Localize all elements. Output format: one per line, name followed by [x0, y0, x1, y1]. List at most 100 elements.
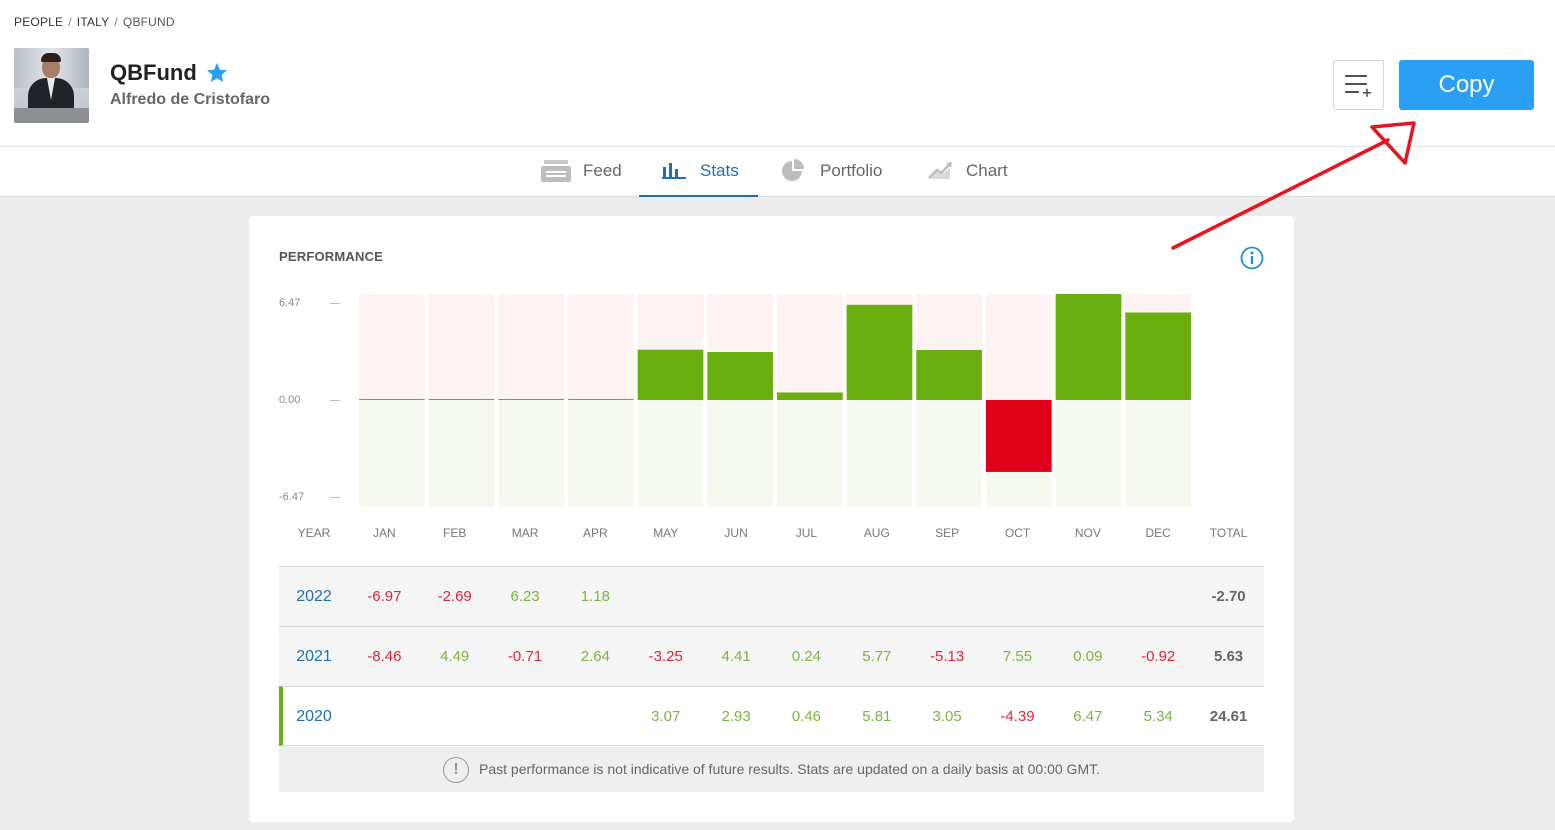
y-axis-tick [330, 400, 340, 401]
column-header-jul: JUL [795, 526, 818, 540]
total-cell: 5.63 [1213, 648, 1244, 665]
performance-card: PERFORMANCE 6.47 0.00 -6.47 YEAR JAN FEB MA… [249, 216, 1294, 822]
tab-portfolio-label: Portfolio [820, 161, 883, 180]
y-axis-label-min: -6.47 [279, 491, 305, 503]
breadcrumb-separator: / [114, 15, 118, 29]
column-header-mar: MAR [511, 526, 539, 540]
bar-background-positive [777, 294, 843, 400]
month-value-cell: 5.34 [1143, 708, 1173, 725]
column-header-feb: FEB [443, 526, 467, 540]
breadcrumb-current: QBFUND [122, 15, 175, 29]
bar-nov[interactable] [1055, 294, 1122, 400]
disclaimer: ! Past performance is not indicative of f… [279, 747, 1264, 792]
month-value-cell: -4.39 [1000, 708, 1035, 725]
breadcrumb-separator: / [68, 15, 72, 29]
tab-portfolio[interactable]: Portfolio [780, 147, 890, 197]
year-cell[interactable]: 2021 [296, 648, 332, 665]
column-header-nov: NOV [1074, 526, 1101, 540]
username: QBFund [110, 60, 197, 85]
month-value-cell: -6.97 [367, 588, 402, 605]
tab-chart[interactable]: Chart [928, 147, 1018, 197]
bar-may[interactable] [637, 349, 704, 400]
bar-background-negative [359, 400, 425, 507]
bar-background-negative [637, 400, 704, 507]
y-axis-tick [330, 303, 340, 304]
month-value-cell: -0.92 [1141, 648, 1176, 665]
tab-chart-label: Chart [966, 161, 1008, 180]
column-header-dec: DEC [1145, 526, 1171, 540]
add-list-icon [1345, 75, 1371, 97]
copy-button[interactable]: Copy [1399, 60, 1534, 110]
breadcrumb-italy[interactable]: ITALY [76, 15, 110, 29]
month-value-cell: -0.71 [507, 648, 543, 665]
month-value-cell: 2.93 [721, 708, 751, 725]
tab-feed-label: Feed [583, 161, 622, 180]
total-cell: 24.61 [1209, 708, 1248, 725]
bar-background-negative [498, 400, 564, 507]
total-cell: -2.70 [1211, 588, 1246, 605]
bar-background-positive [359, 294, 425, 400]
bar-background-negative [568, 400, 634, 507]
month-value-cell: 7.55 [1002, 648, 1033, 665]
add-to-watchlist-button[interactable] [1333, 60, 1384, 110]
bar-background-positive [428, 294, 495, 400]
bar-background-negative [1055, 400, 1122, 507]
disclaimer-text: Past performance is not indicative of fu… [479, 761, 1100, 777]
bar-background-positive [986, 294, 1052, 400]
bar-jun[interactable] [707, 351, 773, 400]
bar-jan[interactable] [359, 399, 425, 400]
star-icon[interactable] [205, 61, 229, 85]
bar-mar[interactable] [498, 399, 564, 400]
tab-stats[interactable]: Stats [639, 147, 758, 197]
month-value-cell: -8.46 [367, 648, 402, 665]
breadcrumb-people[interactable]: PEOPLE [14, 15, 64, 29]
month-value-cell: 3.05 [932, 708, 962, 725]
bar-jul[interactable] [777, 392, 843, 400]
avatar [14, 48, 89, 123]
bar-background-negative [428, 400, 495, 507]
month-value-cell: 4.49 [440, 648, 470, 665]
table-row[interactable]: 2021 -8.46 4.49 -0.71 2.64 -3.25 4.41 0.24 5.77 -… [279, 626, 1264, 686]
month-value-cell: 6.47 [1073, 708, 1103, 725]
full-name: Alfredo de Cristofaro [110, 91, 271, 108]
column-header-oct: OCT [1004, 526, 1031, 540]
month-value-cell: 0.24 [791, 648, 822, 665]
bar-background-negative [1125, 400, 1191, 507]
bar-aug[interactable] [846, 304, 913, 400]
month-value-cell: 1.18 [580, 588, 610, 605]
profile-header: PEOPLE / ITALY / QBFUND QBFund Alfredo de Cr… [0, 0, 1555, 146]
month-value-cell: 0.46 [791, 708, 822, 725]
year-cell[interactable]: 2020 [296, 708, 332, 725]
bar-oct[interactable] [986, 400, 1052, 472]
column-header-jan: JAN [373, 526, 396, 540]
y-axis-label-zero: 0.00 [279, 394, 301, 406]
bar-feb[interactable] [428, 399, 495, 400]
month-value-cell: 4.41 [721, 648, 751, 665]
bar-apr[interactable] [568, 399, 634, 400]
year-cell[interactable]: 2022 [296, 588, 332, 605]
tab-feed[interactable]: Feed [541, 147, 631, 197]
line-chart-icon [928, 162, 952, 179]
table-row[interactable]: 2020 3.07 2.93 0.46 5.81 3.05 -4.39 6.47 5.34 24.… [279, 686, 1264, 746]
column-header-aug: AUG [863, 526, 890, 540]
table-row[interactable]: 2022 -6.97 -2.69 6.23 1.18 -2.70 [279, 566, 1264, 626]
y-axis-tick [330, 497, 340, 498]
month-value-cell: 5.81 [862, 708, 892, 725]
month-value-cell: -2.69 [437, 588, 472, 605]
month-value-cell: -3.25 [648, 648, 683, 665]
breadcrumb: PEOPLE / ITALY / QBFUND [14, 15, 175, 29]
bar-dec[interactable] [1125, 312, 1191, 400]
warning-icon: ! [443, 757, 469, 784]
bar-background-negative [846, 400, 913, 507]
pie-chart-icon [782, 159, 804, 181]
column-header-may: MAY [653, 526, 679, 540]
tab-stats-label: Stats [700, 161, 739, 180]
performance-title: PERFORMANCE [279, 249, 384, 264]
month-value-cell: 5.77 [862, 648, 892, 665]
feed-icon [541, 160, 571, 182]
bar-background-negative [707, 400, 773, 507]
bar-sep[interactable] [916, 350, 982, 400]
info-icon[interactable] [1240, 246, 1264, 270]
column-header-jun: JUN [724, 526, 748, 540]
table-header: YEAR JAN FEB MAR APR MAY JUN JUL AUG SEP OCT NOV DEC… [279, 526, 1264, 548]
